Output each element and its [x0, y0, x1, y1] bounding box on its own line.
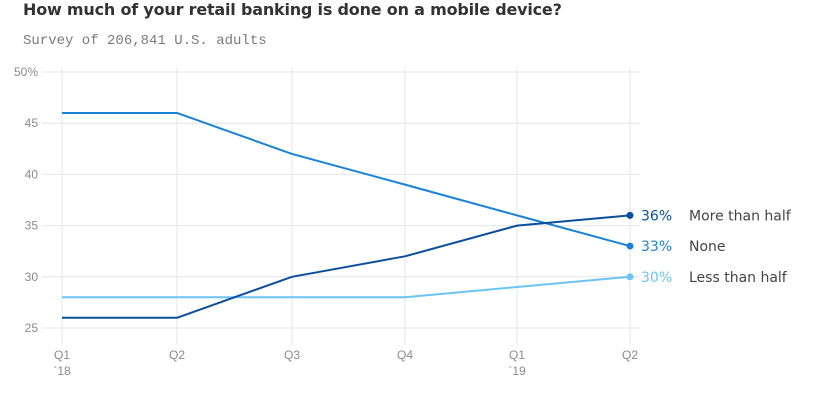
- x-tick-label: Q1: [509, 348, 525, 362]
- chart-title: How much of your retail banking is done …: [23, 0, 562, 19]
- x-axis-ticks: Q1 `18 Q2 Q3 Q4 Q1 `19 Q2: [53, 348, 638, 378]
- end-labels: 36% More than half 33% None 30% Less than hal…: [641, 208, 792, 285]
- gridlines: [42, 68, 640, 345]
- series-end-point: [626, 242, 634, 250]
- chart-subtitle: Survey of 206,841 U.S. adults: [23, 33, 267, 49]
- y-tick-label: 45: [25, 116, 39, 130]
- end-value-label: 30%: [641, 270, 672, 286]
- x-tick-label: Q3: [284, 348, 300, 362]
- x-tick-label: Q2: [169, 348, 185, 362]
- y-tick-label: 50%: [14, 65, 38, 79]
- series-name-label: Less than half: [689, 270, 788, 286]
- series-lines: [62, 111, 634, 319]
- series-line-less-than-half: [62, 275, 631, 299]
- series-line-none: [62, 111, 631, 248]
- series-name-label: None: [689, 239, 726, 255]
- x-tick-label: Q2: [622, 348, 638, 362]
- end-value-label: 36%: [641, 208, 672, 224]
- y-tick-label: 25: [25, 321, 39, 335]
- y-tick-label: 35: [25, 219, 39, 233]
- end-value-label: 33%: [641, 239, 672, 255]
- x-tick-label: Q1: [54, 348, 70, 362]
- x-tick-year-label: `18: [53, 364, 71, 378]
- y-tick-label: 30: [25, 270, 39, 284]
- y-tick-label: 40: [25, 167, 39, 181]
- series-name-label: More than half: [689, 208, 792, 224]
- y-axis-ticks: 25 30 35 40 45 50%: [14, 65, 38, 335]
- series-end-point: [626, 273, 634, 281]
- series-end-point: [626, 211, 634, 219]
- series-line-more-than-half: [62, 214, 631, 319]
- x-tick-year-label: `19: [508, 364, 526, 378]
- x-tick-label: Q4: [397, 348, 413, 362]
